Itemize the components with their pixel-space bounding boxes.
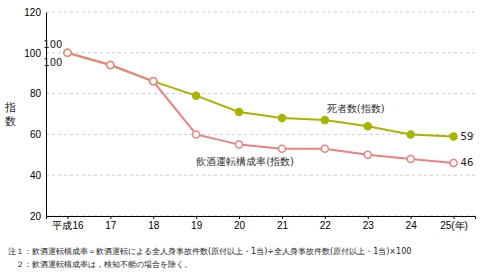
grid-line bbox=[46, 52, 475, 53]
x-tick-label: 23 bbox=[363, 220, 375, 231]
x-tick-label: 17 bbox=[105, 220, 117, 231]
x-tick-mark bbox=[196, 216, 197, 219]
series-marker bbox=[364, 151, 371, 158]
y-tick-label: 60 bbox=[30, 129, 42, 140]
x-tick: 19 bbox=[191, 216, 203, 231]
y-tick: 20 bbox=[30, 211, 46, 222]
y-tick-label: 20 bbox=[30, 211, 42, 222]
x-tick: 24 bbox=[406, 216, 418, 231]
y-tick: 60 bbox=[30, 129, 46, 140]
x-tick: 18 bbox=[148, 216, 160, 231]
notes: 注１：飲酒運転構成率＝飲酒運転による全人身事故件数(原付以上・1当)÷全人身事故… bbox=[8, 247, 411, 269]
x-tick: 23 bbox=[363, 216, 375, 231]
y-tick-label: 100 bbox=[24, 48, 41, 59]
series-marker bbox=[150, 78, 157, 85]
x-tick-label: 平成16 bbox=[52, 220, 84, 231]
x-tick-mark bbox=[411, 216, 412, 219]
x-tick-label: 24 bbox=[406, 220, 418, 231]
x-tick: 20 bbox=[234, 216, 246, 231]
series-marker bbox=[278, 115, 285, 122]
note: 注１：飲酒運転構成率＝飲酒運転による全人身事故件数(原付以上・1当)÷全人身事故… bbox=[8, 247, 411, 256]
x-tick-mark bbox=[368, 216, 369, 219]
x-tick: 17 bbox=[105, 216, 117, 231]
series-marker bbox=[236, 141, 243, 148]
series-marker bbox=[64, 49, 71, 56]
x-tick: 25(年) bbox=[440, 216, 468, 231]
x-tick-label: 18 bbox=[148, 220, 160, 231]
series-marker bbox=[321, 117, 328, 124]
series-line bbox=[67, 53, 453, 163]
x-tick: 21 bbox=[277, 216, 289, 231]
series-marker bbox=[107, 62, 114, 69]
grid-line bbox=[46, 93, 475, 94]
value-label: 100 bbox=[43, 57, 62, 68]
value-label: 59 bbox=[461, 131, 474, 142]
y-tick: 80 bbox=[30, 88, 46, 99]
x-axis-line bbox=[47, 217, 476, 220]
y-tick-label: 120 bbox=[24, 7, 41, 18]
x-tick-label: 22 bbox=[320, 220, 332, 231]
series-marker bbox=[278, 145, 285, 152]
value-label: 100 bbox=[43, 39, 62, 50]
x-tick-label: 19 bbox=[191, 220, 203, 231]
x-tick: 平成16 bbox=[52, 216, 84, 231]
x-tick-label: 20 bbox=[234, 220, 246, 231]
grid bbox=[46, 12, 475, 216]
series-marker bbox=[107, 62, 114, 69]
series-line bbox=[67, 53, 453, 137]
y-tick: 40 bbox=[30, 170, 46, 181]
series-marker bbox=[236, 108, 243, 115]
series-marker bbox=[150, 78, 157, 85]
x-tick-mark bbox=[454, 216, 455, 219]
x-tick-mark bbox=[239, 216, 240, 219]
x-tick-mark bbox=[110, 216, 111, 219]
series-label: 飲酒運転構成率(指数) bbox=[196, 156, 294, 167]
x-tick-label: 25(年) bbox=[440, 220, 468, 231]
series-marker bbox=[193, 92, 200, 99]
value-label: 46 bbox=[461, 157, 474, 168]
plot-area: 20 40 60 80 100 120 平成16 17 18 19 20 21 22 23 24 25(年) 指… bbox=[4, 7, 476, 231]
chart-svg: 20 40 60 80 100 120 平成16 17 18 19 20 21 22 23 24 25(年) 指… bbox=[0, 0, 501, 274]
note: ２：飲酒運転構成率は，検知不能の場合を除く。 bbox=[8, 260, 192, 269]
series-marker bbox=[364, 123, 371, 130]
x-tick-label: 21 bbox=[277, 220, 289, 231]
x-tick-mark bbox=[153, 216, 154, 219]
series-label: 死者数(指数) bbox=[327, 103, 385, 114]
series-marker bbox=[407, 131, 414, 138]
y-tick-label: 80 bbox=[30, 88, 42, 99]
annotations: 100 59 100 46 死者数(指数) 飲酒運転構成率(指数) bbox=[43, 39, 473, 169]
y-tick: 120 bbox=[24, 7, 46, 18]
series-marker bbox=[321, 145, 328, 152]
series-marker bbox=[450, 159, 457, 166]
grid-line bbox=[46, 12, 475, 13]
grid-line bbox=[46, 175, 475, 176]
x-tick-mark bbox=[325, 216, 326, 219]
marks bbox=[64, 49, 457, 166]
x-axis: 平成16 17 18 19 20 21 22 23 24 25(年) bbox=[47, 216, 476, 231]
x-tick-mark bbox=[282, 216, 283, 219]
y-tick-label: 40 bbox=[30, 170, 42, 181]
series-marker bbox=[193, 131, 200, 138]
series-marker bbox=[407, 155, 414, 162]
series-marker bbox=[450, 133, 457, 140]
series-marker bbox=[64, 49, 71, 56]
x-tick: 22 bbox=[320, 216, 332, 231]
y-axis-title: 指数 bbox=[4, 101, 16, 128]
x-tick-mark bbox=[67, 216, 68, 219]
